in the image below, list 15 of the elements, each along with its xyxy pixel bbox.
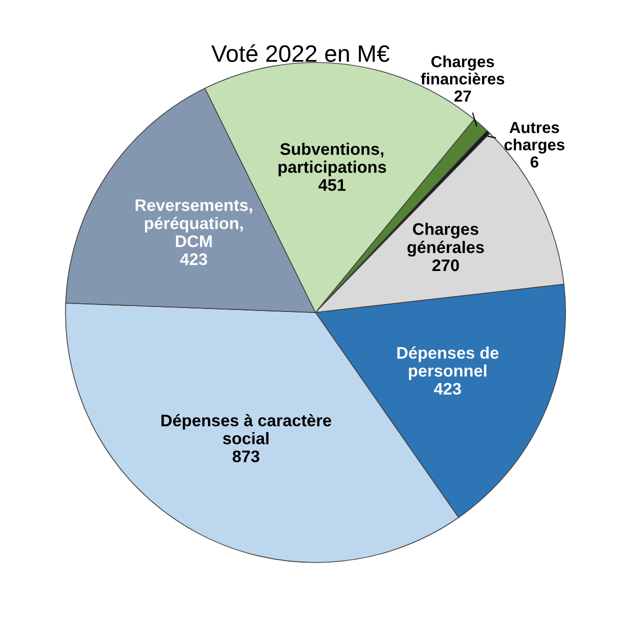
slice-label: Charges financières — [420, 56, 504, 85]
chart-title: Voté 2022 en M€ — [211, 44, 390, 62]
data-label: 423 — [180, 253, 208, 266]
data-label: 27 — [454, 90, 471, 102]
slice-label: Subventions, participations — [278, 142, 386, 176]
data-label: 423 — [434, 382, 461, 395]
data-label: 270 — [432, 259, 459, 272]
slice-label: Dépenses à caractère social — [161, 414, 332, 444]
data-label: 873 — [232, 450, 260, 462]
data-label: 6 — [530, 156, 538, 168]
slice-label: Dépenses de personnel — [397, 346, 499, 380]
slice-label: Reversements, péréquation, DCM — [136, 199, 252, 248]
slice-label: Charges générales — [407, 222, 484, 257]
data-label: 451 — [318, 179, 346, 191]
slice-label: Autres charges — [504, 122, 564, 154]
